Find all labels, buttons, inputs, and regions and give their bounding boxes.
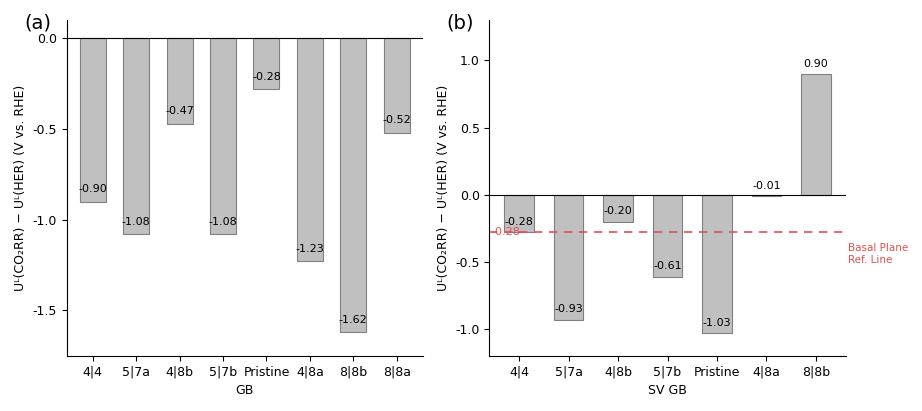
Bar: [297, 38, 323, 261]
Text: -1.03: -1.03: [703, 318, 731, 328]
Bar: [340, 38, 366, 332]
Y-axis label: Uᴸ(CO₂RR) − Uᴸ(HER) (V vs. RHE): Uᴸ(CO₂RR) − Uᴸ(HER) (V vs. RHE): [437, 85, 450, 291]
Text: -0.47: -0.47: [165, 106, 194, 116]
Y-axis label: Uᴸ(CO₂RR) − Uᴸ(HER) (V vs. RHE): Uᴸ(CO₂RR) − Uᴸ(HER) (V vs. RHE): [14, 85, 27, 291]
Bar: [801, 74, 831, 195]
Text: -0.61: -0.61: [653, 261, 682, 271]
Bar: [504, 195, 534, 232]
Text: -0.93: -0.93: [554, 304, 583, 314]
Bar: [603, 195, 632, 222]
Text: 0.90: 0.90: [804, 58, 828, 69]
Bar: [703, 195, 732, 333]
Text: -1.08: -1.08: [122, 217, 150, 227]
Bar: [554, 195, 584, 320]
Text: (b): (b): [447, 14, 474, 32]
X-axis label: GB: GB: [235, 384, 254, 397]
Text: -0.28: -0.28: [492, 227, 521, 237]
Bar: [124, 38, 149, 234]
Text: -0.90: -0.90: [78, 185, 107, 194]
X-axis label: SV GB: SV GB: [648, 384, 687, 397]
Text: -0.01: -0.01: [752, 181, 781, 191]
Text: -1.23: -1.23: [296, 244, 325, 254]
Text: -0.28: -0.28: [504, 217, 534, 227]
Bar: [653, 195, 682, 277]
Text: Basal Plane
Ref. Line: Basal Plane Ref. Line: [848, 243, 908, 265]
Text: -1.08: -1.08: [208, 217, 237, 227]
Bar: [254, 38, 279, 89]
Bar: [167, 38, 193, 124]
Text: -1.62: -1.62: [339, 315, 368, 325]
Bar: [751, 195, 781, 196]
Bar: [79, 38, 106, 202]
Bar: [384, 38, 409, 133]
Text: -0.28: -0.28: [252, 72, 281, 82]
Text: -0.52: -0.52: [383, 115, 411, 125]
Text: -0.20: -0.20: [604, 206, 632, 216]
Text: (a): (a): [24, 14, 51, 32]
Bar: [210, 38, 236, 234]
